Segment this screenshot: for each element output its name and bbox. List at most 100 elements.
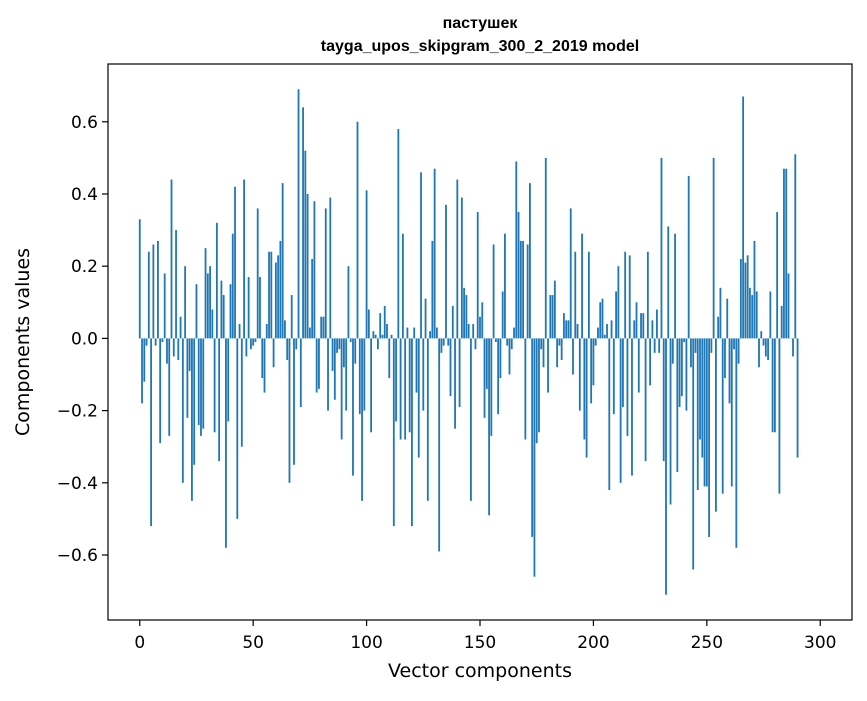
bar-59 — [273, 338, 275, 367]
bar-260 — [729, 338, 731, 403]
bar-133 — [441, 338, 443, 352]
bar-203 — [599, 302, 601, 338]
bar-250 — [706, 338, 708, 486]
chart-title: пастушек — [443, 15, 519, 32]
bar-66 — [289, 338, 291, 482]
bar-248 — [701, 338, 703, 457]
bar-178 — [543, 338, 545, 367]
bar-14 — [171, 180, 173, 339]
bar-81 — [323, 317, 325, 339]
bar-68 — [293, 338, 295, 464]
bar-86 — [334, 338, 336, 399]
bar-56 — [266, 324, 268, 338]
bar-282 — [779, 338, 781, 493]
bars-group — [139, 89, 799, 594]
bar-120 — [411, 338, 413, 526]
bar-245 — [695, 338, 697, 352]
x-tick-label: 0 — [134, 633, 145, 653]
y-tick-label: 0.6 — [71, 113, 98, 133]
bar-233 — [667, 226, 669, 338]
bar-134 — [443, 338, 445, 345]
bar-263 — [735, 338, 737, 547]
bar-12 — [166, 338, 168, 363]
bar-215 — [627, 338, 629, 435]
bar-207 — [608, 338, 610, 490]
bar-99 — [363, 338, 365, 410]
bar-94 — [352, 338, 354, 475]
bar-110 — [388, 338, 390, 378]
bar-172 — [529, 183, 531, 338]
bar-186 — [561, 338, 563, 360]
bar-146 — [470, 338, 472, 500]
bar-202 — [597, 328, 599, 339]
bar-49 — [250, 338, 252, 349]
bar-254 — [715, 338, 717, 511]
bar-163 — [509, 338, 511, 374]
bar-206 — [606, 324, 608, 338]
bar-283 — [781, 306, 783, 338]
bar-159 — [500, 338, 502, 378]
bar-193 — [577, 324, 579, 338]
bar-96 — [357, 122, 359, 339]
bar-237 — [676, 338, 678, 472]
bar-50 — [252, 338, 254, 345]
bar-13 — [168, 338, 170, 435]
bar-261 — [731, 338, 733, 486]
bar-191 — [572, 338, 574, 374]
bar-195 — [581, 234, 583, 339]
bar-275 — [763, 338, 765, 345]
bar-281 — [776, 212, 778, 338]
bar-75 — [309, 328, 311, 339]
bar-290 — [797, 338, 799, 457]
bar-29 — [205, 248, 207, 338]
bar-137 — [450, 338, 452, 396]
bar-35 — [218, 338, 220, 461]
bar-62 — [279, 241, 281, 338]
bar-52 — [257, 208, 259, 338]
bar-74 — [307, 194, 309, 338]
bar-259 — [726, 299, 728, 339]
bar-67 — [291, 295, 293, 338]
bar-151 — [481, 302, 483, 338]
bar-82 — [325, 208, 327, 338]
bar-118 — [407, 328, 409, 339]
bar-240 — [683, 338, 685, 342]
bar-160 — [502, 291, 504, 338]
bar-100 — [366, 190, 368, 338]
x-tick-label: 100 — [350, 633, 382, 653]
bar-25 — [196, 284, 198, 338]
bar-149 — [477, 212, 479, 338]
bar-47 — [245, 338, 247, 356]
y-axis-label: Components values — [12, 248, 34, 436]
bar-145 — [468, 324, 470, 338]
bar-284 — [783, 169, 785, 339]
x-tick-label: 50 — [242, 633, 264, 653]
bar-277 — [767, 338, 769, 360]
bar-247 — [699, 338, 701, 439]
bar-148 — [475, 338, 477, 349]
bar-6 — [152, 245, 154, 339]
bar-219 — [636, 302, 638, 338]
bar-155 — [490, 338, 492, 435]
bar-241 — [686, 338, 688, 410]
bar-167 — [518, 212, 520, 338]
bar-27 — [200, 338, 202, 435]
bar-265 — [740, 259, 742, 338]
bar-130 — [434, 169, 436, 339]
bar-165 — [513, 328, 515, 339]
bar-217 — [631, 338, 633, 475]
bar-123 — [418, 338, 420, 457]
bar-236 — [674, 234, 676, 339]
bar-127 — [427, 338, 429, 500]
bar-173 — [531, 338, 533, 537]
bar-92 — [348, 266, 350, 338]
bar-272 — [756, 291, 758, 338]
bar-197 — [586, 338, 588, 457]
bar-171 — [527, 245, 529, 339]
bar-4 — [148, 252, 150, 339]
bar-154 — [488, 338, 490, 515]
bar-61 — [277, 255, 279, 338]
bar-53 — [259, 277, 261, 338]
bar-252 — [710, 338, 712, 352]
bar-79 — [318, 338, 320, 389]
